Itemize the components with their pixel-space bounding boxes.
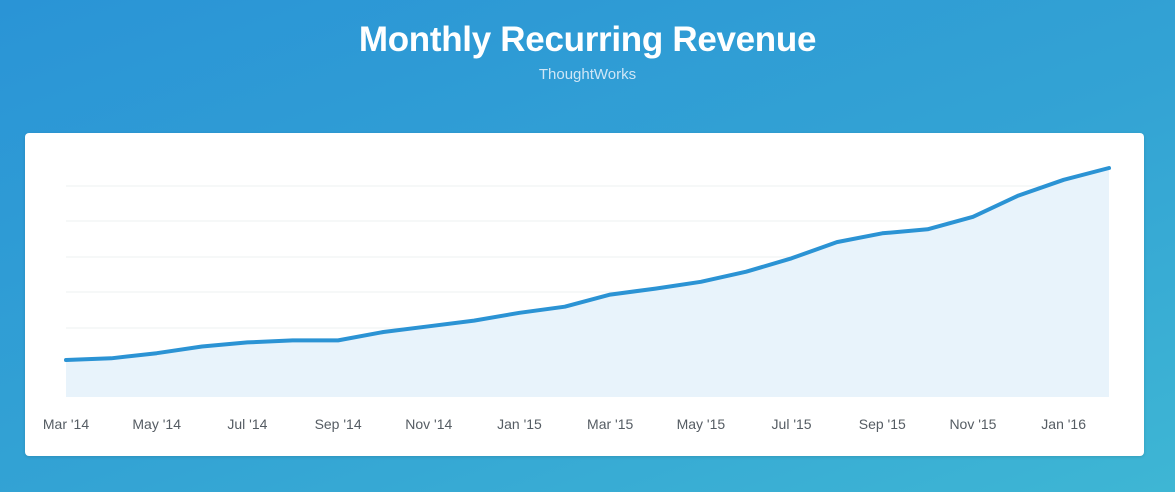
x-tick-label: May '14 bbox=[132, 416, 181, 432]
chart-card: Mar '14 May '14 Jul '14 Sep '14 Nov '14 Jan '… bbox=[25, 133, 1144, 456]
x-tick-label: Mar '14 bbox=[43, 416, 89, 432]
chart-plot: Mar '14 May '14 Jul '14 Sep '14 Nov '14 Jan '… bbox=[43, 166, 1111, 432]
revenue-line bbox=[64, 166, 1111, 362]
chart-subtitle: ThoughtWorks bbox=[538, 66, 637, 83]
x-tick-label: Sep '15 bbox=[859, 416, 906, 432]
chart-title: Monthly Recurring Revenue bbox=[358, 20, 817, 59]
x-tick-label: Nov '15 bbox=[949, 416, 996, 432]
x-tick-label: Jul '15 bbox=[772, 416, 812, 432]
x-tick-label: Sep '14 bbox=[315, 416, 362, 432]
x-tick-label: Mar '15 bbox=[587, 416, 633, 432]
x-tick-label: Jan '15 bbox=[497, 416, 542, 432]
x-tick-label: Jan '16 bbox=[1041, 416, 1086, 432]
x-tick-label: Nov '14 bbox=[405, 416, 452, 432]
x-tick-label: May '15 bbox=[677, 416, 726, 432]
x-axis-ticks: Mar '14 May '14 Jul '14 Sep '14 Nov '14 Jan '… bbox=[43, 416, 1086, 432]
x-tick-label: Jul '14 bbox=[227, 416, 267, 432]
revenue-area bbox=[66, 168, 1109, 397]
